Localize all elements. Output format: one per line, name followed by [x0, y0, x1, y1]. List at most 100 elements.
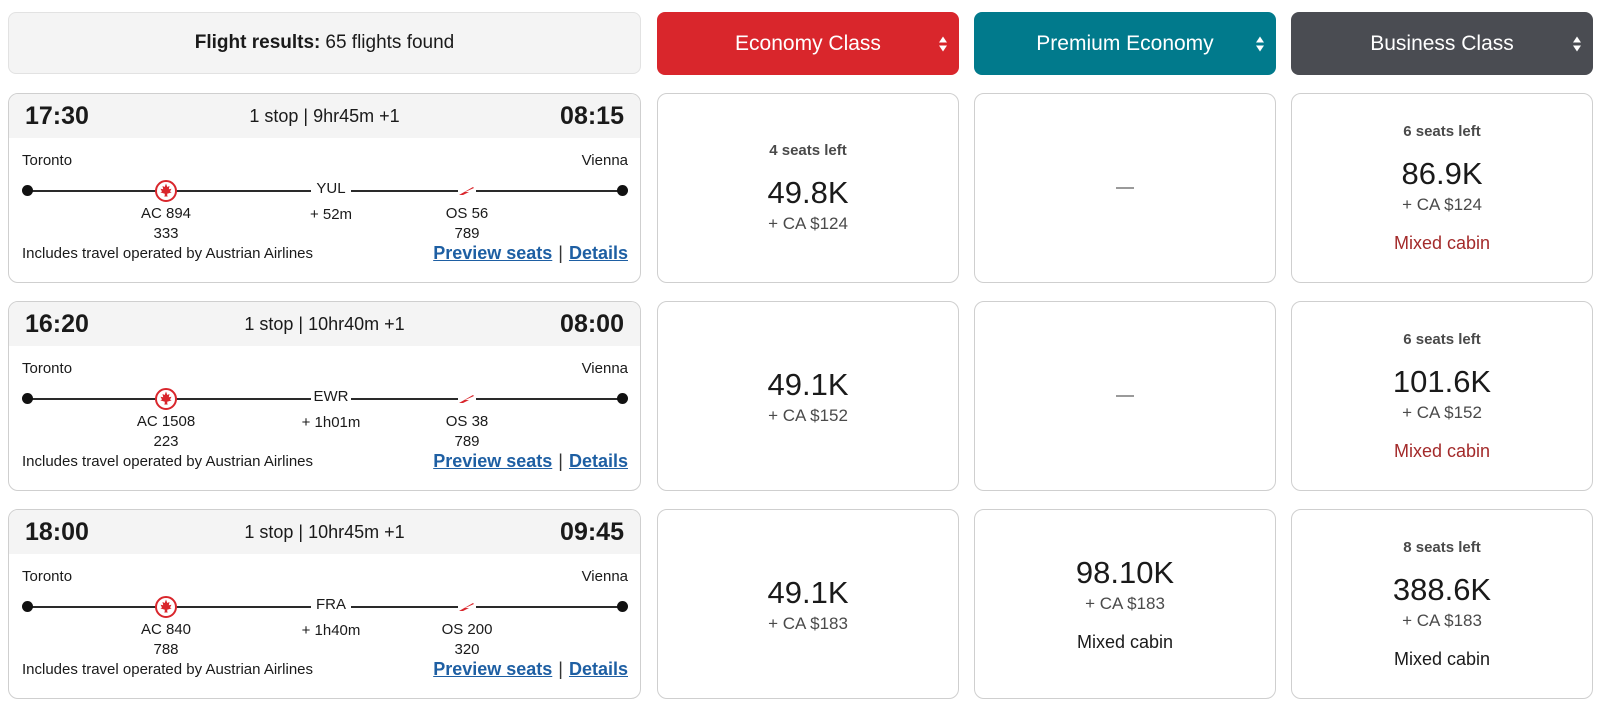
segment-2: OS 38 789 — [417, 387, 517, 452]
flight-number: OS 200 — [441, 621, 493, 638]
sort-arrows-icon[interactable] — [939, 36, 947, 51]
mixed-cabin-label: Mixed cabin — [1393, 440, 1491, 461]
segment-1: AC 840 788 — [116, 595, 216, 660]
results-summary: Flight results: 65 flights found — [8, 12, 641, 74]
flight-card-header: 17:30 1 stop | 9hr45m +1 08:15 — [9, 94, 640, 138]
fare-taxes: + CA $152 — [768, 405, 848, 425]
origin-city: Toronto — [22, 152, 73, 169]
austrian-chevron-icon — [458, 392, 476, 406]
preview-seats-link[interactable]: Preview seats — [433, 659, 553, 679]
cabin-header-label: Business Class — [1370, 31, 1514, 55]
austrian-chevron-icon — [458, 184, 476, 198]
fare-card[interactable]: 49.1K + CA $152 — [657, 301, 959, 491]
stop-airport-code: YUL — [311, 179, 351, 199]
flight-number: AC 840 — [140, 621, 192, 638]
details-link[interactable]: Details — [568, 451, 628, 471]
flight-number: AC 1508 — [136, 413, 196, 430]
seats-left: 6 seats left — [1403, 122, 1481, 140]
segment-2: OS 200 320 — [417, 595, 517, 660]
fare-card[interactable]: 6 seats left 86.9K + CA $124 Mixed cabin — [1291, 93, 1593, 283]
arrival-time: 08:00 — [560, 309, 624, 338]
seats-left: 4 seats left — [769, 142, 847, 159]
flight-card-header: 16:20 1 stop | 10hr40m +1 08:00 — [9, 302, 640, 346]
destination-dot — [617, 185, 628, 196]
mixed-cabin-label: Mixed cabin — [1076, 632, 1174, 652]
aircraft-type: 320 — [454, 641, 480, 658]
flight-card-header: 18:00 1 stop | 10hr45m +1 09:45 — [9, 510, 640, 554]
origin-dot — [22, 393, 33, 404]
destination-city: Vienna — [581, 152, 628, 169]
destination-dot — [617, 393, 628, 404]
results-label: Flight results: — [194, 32, 321, 53]
fare-points: 86.9K — [1401, 155, 1483, 191]
aircraft-type: 789 — [454, 225, 480, 242]
flight-number: OS 56 — [445, 205, 489, 222]
layover-duration: + 1h01m — [301, 414, 361, 431]
segment-1: AC 1508 223 — [116, 387, 216, 452]
sort-arrows-icon[interactable] — [1256, 36, 1264, 51]
air-canada-maple-icon — [155, 388, 177, 410]
unavailable-dash — [1116, 187, 1134, 189]
cabin-header-economy[interactable]: Economy Class — [657, 12, 959, 75]
origin-city: Toronto — [22, 568, 73, 585]
fare-card[interactable]: 4 seats left 49.8K + CA $124 — [657, 93, 959, 283]
flight-number: AC 894 — [140, 205, 192, 222]
fare-taxes: + CA $124 — [1402, 194, 1482, 214]
air-canada-maple-icon — [155, 596, 177, 618]
fare-card[interactable]: 8 seats left 388.6K + CA $183 Mixed cabi… — [1291, 509, 1593, 699]
route-line: AC 840 788 FRA + 1h40m OS 200 320 — [22, 585, 628, 665]
fare-taxes: + CA $124 — [768, 214, 848, 233]
details-link[interactable]: Details — [568, 659, 628, 679]
preview-seats-link[interactable]: Preview seats — [433, 243, 553, 263]
unavailable-dash — [1116, 395, 1134, 397]
arrival-time: 08:15 — [560, 101, 624, 130]
fare-taxes: + CA $183 — [1402, 610, 1482, 630]
route-line: AC 1508 223 EWR + 1h01m OS 38 789 — [22, 377, 628, 457]
flight-duration-summary: 1 stop | 9hr45m +1 — [249, 105, 400, 126]
aircraft-type: 789 — [454, 433, 480, 450]
cabin-header-business[interactable]: Business Class — [1291, 12, 1593, 75]
fare-points: 98.10K — [1075, 555, 1175, 590]
stop-airport-code: EWR — [311, 387, 351, 407]
flight-duration-summary: 1 stop | 10hr45m +1 — [244, 521, 405, 542]
austrian-chevron-icon — [458, 600, 476, 614]
segment-1: AC 894 333 — [116, 179, 216, 244]
operated-by-note: Includes travel operated by Austrian Air… — [22, 245, 313, 262]
departure-time: 17:30 — [25, 101, 89, 130]
cabin-header-label: Premium Economy — [1036, 31, 1214, 55]
aircraft-type: 333 — [153, 225, 179, 242]
departure-time: 16:20 — [25, 309, 89, 338]
flight-card: 17:30 1 stop | 9hr45m +1 08:15 Toronto V… — [8, 93, 641, 283]
seats-left: 6 seats left — [1403, 330, 1481, 348]
fare-points: 49.1K — [767, 574, 849, 610]
fare-taxes: + CA $183 — [1085, 594, 1165, 613]
cabin-header-premium-economy[interactable]: Premium Economy — [974, 12, 1276, 75]
fare-card-unavailable — [974, 93, 1276, 283]
fare-card[interactable]: 6 seats left 101.6K + CA $152 Mixed cabi… — [1291, 301, 1593, 491]
sort-arrows-icon[interactable] — [1573, 36, 1581, 51]
fare-points: 388.6K — [1392, 571, 1492, 607]
fare-card[interactable]: 98.10K + CA $183 Mixed cabin — [974, 509, 1276, 699]
destination-dot — [617, 601, 628, 612]
departure-time: 18:00 — [25, 517, 89, 546]
seats-left: 8 seats left — [1403, 538, 1481, 556]
preview-seats-link[interactable]: Preview seats — [433, 451, 553, 471]
details-link[interactable]: Details — [568, 243, 628, 263]
origin-dot — [22, 185, 33, 196]
cabin-header-label: Economy Class — [735, 31, 881, 55]
origin-city: Toronto — [22, 360, 73, 377]
arrival-time: 09:45 — [560, 517, 624, 546]
flight-card: 18:00 1 stop | 10hr45m +1 09:45 Toronto … — [8, 509, 641, 699]
aircraft-type: 788 — [153, 641, 179, 658]
fare-points: 101.6K — [1392, 363, 1492, 399]
origin-dot — [22, 601, 33, 612]
fare-points: 49.1K — [767, 366, 849, 402]
fare-points: 49.8K — [767, 175, 849, 210]
operated-by-note: Includes travel operated by Austrian Air… — [22, 661, 313, 678]
fare-card[interactable]: 49.1K + CA $183 — [657, 509, 959, 699]
air-canada-maple-icon — [155, 180, 177, 202]
route-line: AC 894 333 YUL + 52m OS 56 789 — [22, 169, 628, 249]
fare-taxes: + CA $183 — [768, 613, 848, 633]
aircraft-type: 223 — [153, 433, 179, 450]
flight-duration-summary: 1 stop | 10hr40m +1 — [244, 313, 405, 334]
